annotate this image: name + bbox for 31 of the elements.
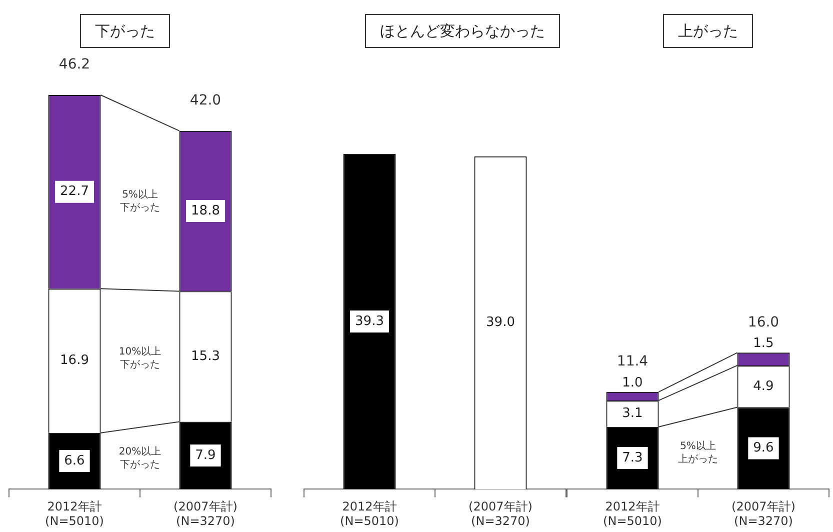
data-label: 9.6	[753, 440, 774, 456]
total-label: 16.0	[748, 314, 780, 330]
total-label: 46.2	[58, 56, 90, 73]
data-label: 6.6	[64, 453, 85, 468]
series-label: 5%以上上がった	[678, 440, 718, 466]
x-tick-label: (2007年計) (N=3270)	[732, 500, 796, 528]
data-label: 1.5	[753, 336, 774, 352]
data-label: 39.3	[355, 314, 384, 329]
data-label: 3.1	[622, 406, 643, 422]
data-label: 16.9	[60, 353, 89, 368]
x-tick-label: 2012年計 (N=5010)	[340, 500, 399, 528]
text: 5%以上下がった	[120, 188, 160, 214]
series-label: 10%以上下がった	[118, 346, 162, 371]
x-tick-label: (2007年計) (N=3270)	[174, 500, 238, 528]
x-tick-label: 2012年計 (N=5010)	[45, 500, 104, 528]
data-label: 4.9	[753, 378, 774, 394]
data-label: 22.7	[60, 184, 89, 200]
chart-title: ほとんど変わらなかった	[365, 14, 560, 48]
x-tick-label: 2012年計 (N=5010)	[603, 500, 662, 528]
total-label: 42.0	[190, 92, 222, 108]
chart-title: 下がった	[80, 14, 170, 48]
data-label: 18.8	[191, 203, 220, 218]
series-label: 20%以上下がった	[118, 445, 162, 470]
data-label: 1.0	[622, 375, 643, 390]
x-tick-label: (2007年計) (N=3270)	[468, 500, 532, 528]
chart-title: 上がった	[663, 14, 753, 48]
total-label: 11.4	[616, 354, 648, 370]
data-label: 7.9	[195, 448, 216, 463]
data-label: 15.3	[191, 348, 220, 364]
data-label: 7.3	[622, 450, 643, 466]
data-label: 39.0	[486, 315, 515, 330]
